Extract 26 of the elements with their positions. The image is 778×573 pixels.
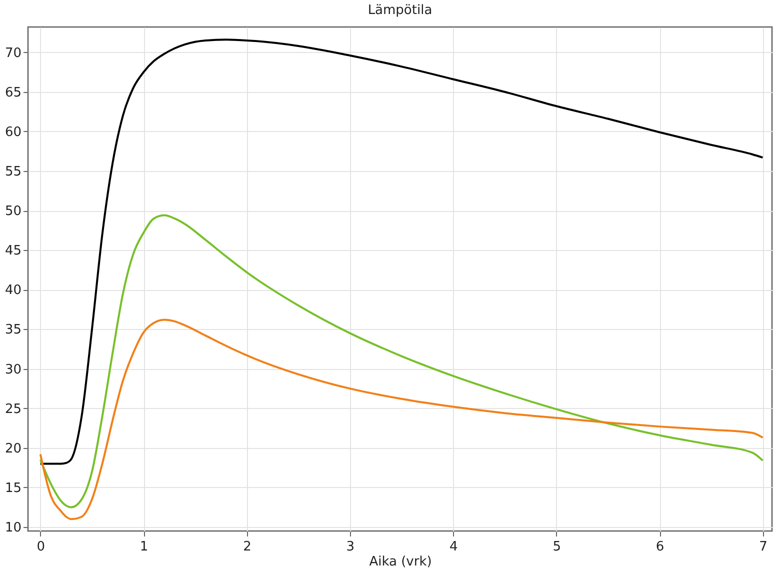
y-tick-label: 70 [4, 46, 22, 61]
x-tick-label: 1 [140, 540, 148, 554]
x-tick-label: 4 [450, 540, 458, 554]
x-tick-label: 5 [552, 540, 561, 554]
x-tick-label: 2 [243, 540, 252, 554]
y-tick-label: 60 [4, 124, 22, 140]
y-tick-label: 40 [4, 283, 22, 298]
x-tick-label: 3 [346, 540, 355, 554]
x-tick-label: 7 [759, 540, 768, 554]
y-tick-label: 45 [4, 244, 22, 259]
y-tick-label: 55 [4, 164, 22, 180]
y-tick-label: 30 [4, 362, 22, 378]
x-axis-title: Aika (vrk) [369, 554, 432, 570]
y-tick-label: 20 [4, 441, 22, 456]
line-series [39, 214, 764, 508]
line-series [39, 318, 764, 520]
y-tick-label: 25 [4, 402, 22, 417]
line-series [39, 38, 764, 465]
x-tick-label: 6 [656, 540, 664, 554]
chart-title: Lämpötila [368, 3, 432, 18]
y-tick-label: 15 [4, 480, 22, 496]
y-tick-label: 35 [4, 322, 22, 338]
y-tick-label: 50 [4, 204, 22, 220]
x-tick-label: 0 [36, 540, 46, 554]
y-tick-label: 10 [4, 520, 22, 536]
y-tick-label: 65 [4, 85, 22, 100]
